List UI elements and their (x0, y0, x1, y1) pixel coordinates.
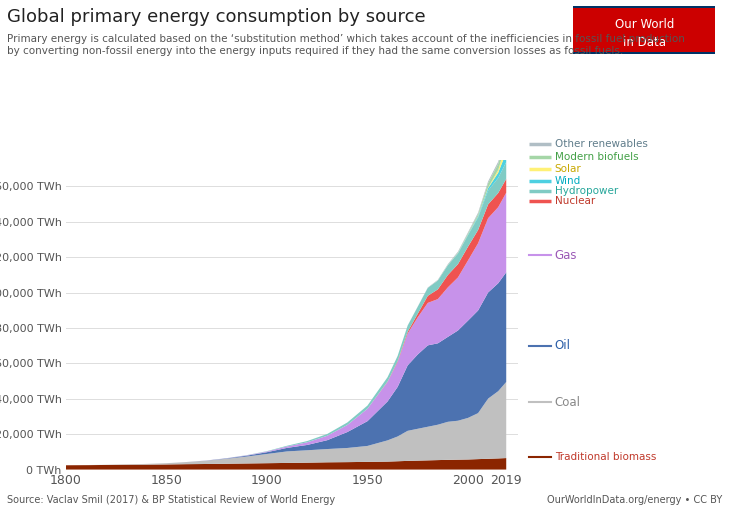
Text: OurWorldInData.org/energy • CC BY: OurWorldInData.org/energy • CC BY (548, 495, 723, 505)
Text: Global primary energy consumption by source: Global primary energy consumption by sou… (7, 8, 426, 26)
Text: Gas: Gas (555, 249, 577, 262)
Text: Coal: Coal (555, 396, 581, 409)
Text: by converting non-fossil energy into the energy inputs required if they had the : by converting non-fossil energy into the… (7, 46, 623, 56)
Text: Our World: Our World (615, 18, 674, 31)
Text: Solar: Solar (555, 164, 582, 174)
Text: Other renewables: Other renewables (555, 139, 648, 150)
Text: Nuclear: Nuclear (555, 196, 595, 206)
Text: Wind: Wind (555, 175, 581, 186)
Text: in Data: in Data (623, 36, 666, 49)
Text: Source: Vaclav Smil (2017) & BP Statistical Review of World Energy: Source: Vaclav Smil (2017) & BP Statisti… (7, 495, 335, 505)
Text: Hydropower: Hydropower (555, 186, 618, 196)
Text: Modern biofuels: Modern biofuels (555, 152, 639, 162)
Text: Primary energy is calculated based on the ‘substitution method’ which takes acco: Primary energy is calculated based on th… (7, 34, 685, 43)
Text: Oil: Oil (555, 339, 571, 352)
Text: Traditional biomass: Traditional biomass (555, 452, 656, 462)
